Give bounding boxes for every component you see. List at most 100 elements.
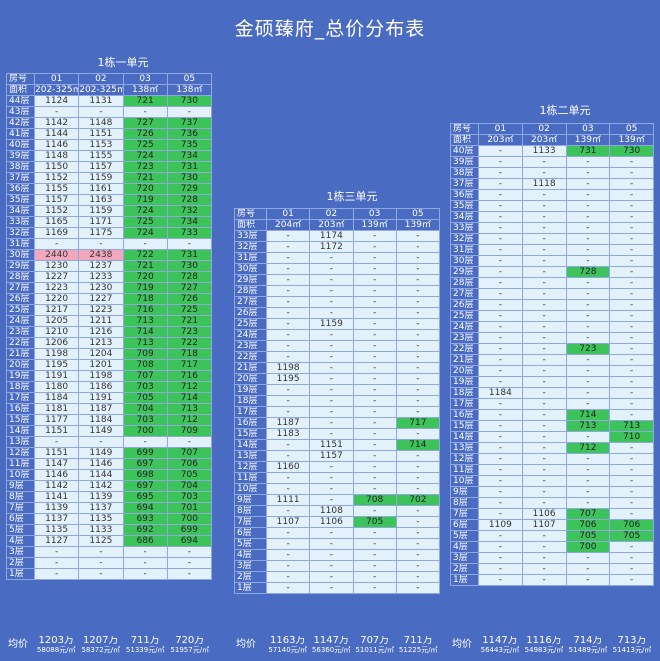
price-cell: - bbox=[478, 145, 523, 157]
avg-cell: 714万 51489元/㎡ bbox=[566, 636, 610, 654]
floor-label: 27层 bbox=[450, 288, 479, 300]
price-cell: - bbox=[565, 464, 611, 476]
floor-label: 33层 bbox=[6, 216, 35, 228]
floor-label: 12层 bbox=[450, 453, 479, 465]
price-cell: - bbox=[265, 472, 311, 484]
price-cell: - bbox=[609, 497, 654, 509]
price-cell: 726 bbox=[122, 128, 168, 140]
price-cell: - bbox=[521, 299, 567, 311]
price-cell: - bbox=[521, 552, 567, 564]
price-cell: - bbox=[478, 288, 523, 300]
price-cell: 1155 bbox=[78, 150, 124, 162]
price-cell: - bbox=[265, 263, 311, 275]
building-title-1: 1栋一单元 bbox=[97, 56, 149, 69]
floor-row: 30层 - - - - bbox=[450, 255, 654, 267]
floor-row: 25层 1217 1223 716 725 bbox=[6, 304, 213, 316]
floor-label: 10层 bbox=[450, 475, 479, 487]
price-cell: - bbox=[395, 461, 441, 473]
price-cell: - bbox=[609, 233, 654, 245]
price-cell: - bbox=[478, 200, 523, 212]
floor-row: 12层 1160- - - bbox=[234, 461, 441, 473]
floor-row: 28层 - - - - bbox=[234, 285, 441, 297]
price-cell: - bbox=[609, 277, 654, 289]
floor-row: 2层 - - - - bbox=[234, 571, 441, 583]
floor-row: 13层 -1157- - bbox=[234, 450, 441, 462]
price-cell: 1195 bbox=[265, 373, 311, 385]
price-cell: 718 bbox=[166, 348, 213, 360]
price-cell: - bbox=[395, 252, 441, 264]
price-cell: 702 bbox=[395, 494, 441, 506]
price-cell: - bbox=[609, 321, 654, 333]
price-cell: 695 bbox=[122, 491, 168, 503]
price-cell: 730 bbox=[166, 260, 213, 272]
room-number: 05 bbox=[395, 208, 441, 220]
price-cell: - bbox=[478, 541, 523, 553]
price-cell: 1137 bbox=[33, 513, 80, 525]
price-cell: 1191 bbox=[78, 392, 124, 404]
price-cell: - bbox=[478, 497, 523, 509]
price-cell: - bbox=[352, 329, 397, 341]
floor-label: 2层 bbox=[450, 563, 479, 575]
price-cell: 730 bbox=[166, 172, 213, 184]
price-cell: 1171 bbox=[78, 216, 124, 228]
price-cell: 716 bbox=[122, 304, 168, 316]
price-cell: 706 bbox=[565, 519, 611, 531]
floor-row: 20层 1195- - - bbox=[234, 373, 441, 385]
price-cell: - bbox=[521, 420, 567, 432]
floor-label: 18层 bbox=[234, 395, 267, 407]
price-cell: - bbox=[565, 211, 611, 223]
floor-row: 8层 - - - - bbox=[450, 497, 654, 509]
price-cell: 720 bbox=[122, 271, 168, 283]
price-cell: 728 bbox=[565, 266, 611, 278]
price-cell: - bbox=[565, 475, 611, 487]
price-cell: - bbox=[609, 266, 654, 278]
price-cell: 1206 bbox=[33, 337, 80, 349]
floor-row: 43层 - - - - bbox=[6, 106, 213, 118]
price-cell: 1151 bbox=[309, 439, 354, 451]
price-cell: - bbox=[309, 362, 354, 374]
price-cell: - bbox=[478, 398, 523, 410]
price-cell: 1159 bbox=[309, 318, 354, 330]
price-cell: 721 bbox=[122, 172, 168, 184]
price-cell: - bbox=[478, 156, 523, 168]
floor-label: 20层 bbox=[450, 365, 479, 377]
avg-price: 1163万 bbox=[270, 636, 306, 646]
avg-unit-price: 51489元/㎡ bbox=[568, 646, 608, 654]
price-cell: - bbox=[265, 406, 311, 418]
room-number: 05 bbox=[166, 73, 213, 85]
price-cell: 701 bbox=[166, 502, 213, 514]
floor-row: 25层 -1159- - bbox=[234, 318, 441, 330]
price-cell: 1111 bbox=[265, 494, 311, 506]
floor-row: 9层 1111-708 702 bbox=[234, 494, 441, 506]
floor-row: 11层 1147 1146 697 706 bbox=[6, 458, 213, 470]
floor-label: 9层 bbox=[450, 486, 479, 498]
floor-label: 8层 bbox=[234, 505, 267, 517]
price-cell: - bbox=[478, 167, 523, 179]
price-cell: 1107 bbox=[265, 516, 311, 528]
price-cell: - bbox=[565, 332, 611, 344]
room-number: 05 bbox=[609, 123, 654, 135]
price-cell: - bbox=[565, 486, 611, 498]
price-cell: - bbox=[478, 552, 523, 564]
price-cell: - bbox=[478, 332, 523, 344]
price-cell: 717 bbox=[395, 417, 441, 429]
price-cell: - bbox=[395, 538, 441, 550]
floor-row: 24层 - - - - bbox=[234, 329, 441, 341]
avg-cell: 1163万 57140元/㎡ bbox=[266, 636, 310, 654]
floor-row: 1层 - - - - bbox=[234, 582, 441, 594]
avg-cell: 711万 51339元/㎡ bbox=[123, 636, 168, 654]
floor-label: 20层 bbox=[234, 373, 267, 385]
price-cell: - bbox=[478, 574, 523, 586]
avg-price: 1147万 bbox=[482, 636, 518, 646]
floor-row: 9层 1142 1142 697 704 bbox=[6, 480, 213, 492]
price-cell: 1146 bbox=[33, 469, 80, 481]
floor-label: 1层 bbox=[234, 582, 267, 594]
price-cell: - bbox=[352, 230, 397, 242]
price-cell: 698 bbox=[122, 469, 168, 481]
price-cell: - bbox=[352, 274, 397, 286]
price-cell: 1161 bbox=[78, 183, 124, 195]
price-cell: - bbox=[33, 238, 80, 250]
area-label: 面积 bbox=[6, 84, 35, 96]
room-number: 01 bbox=[265, 208, 311, 220]
price-cell: - bbox=[521, 365, 567, 377]
